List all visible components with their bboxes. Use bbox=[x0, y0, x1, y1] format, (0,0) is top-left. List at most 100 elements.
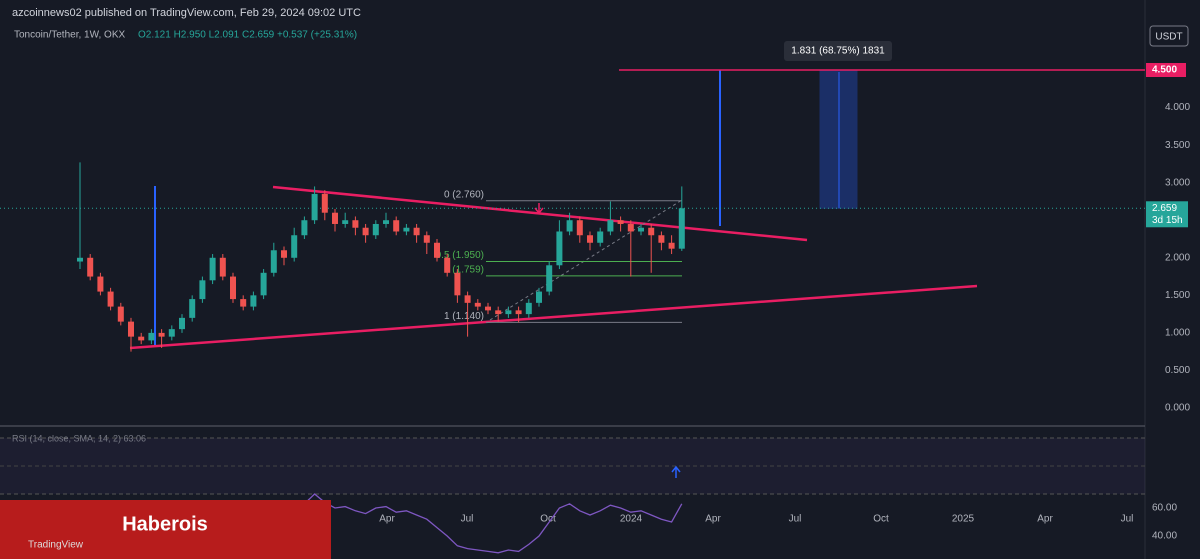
candle-body bbox=[474, 302, 481, 307]
candle-body bbox=[658, 235, 665, 243]
candle-body bbox=[444, 257, 451, 273]
candle-body bbox=[270, 250, 277, 273]
candle-body bbox=[627, 223, 634, 232]
x-tick-label: Oct bbox=[873, 514, 889, 525]
candle-body bbox=[117, 306, 124, 322]
candle-body bbox=[597, 231, 604, 243]
y-tick-label: 3.500 bbox=[1165, 140, 1190, 151]
x-tick-label: Apr bbox=[1037, 514, 1053, 525]
candle-body bbox=[168, 329, 175, 337]
candle-body bbox=[464, 295, 471, 303]
arrow-up bbox=[671, 465, 681, 478]
fib-label: 0.5 (1.950) bbox=[436, 250, 484, 261]
publisher: azcoinnews02 published on TradingView.co… bbox=[12, 7, 361, 19]
y-tick-label: 0.500 bbox=[1165, 365, 1190, 376]
candle-body bbox=[107, 291, 114, 307]
support-trendline bbox=[129, 284, 978, 350]
candle-body bbox=[413, 227, 420, 236]
candle-body bbox=[495, 310, 502, 315]
candle-body bbox=[403, 227, 410, 232]
candle-body bbox=[576, 220, 583, 236]
candle-body bbox=[311, 193, 318, 221]
candle-body bbox=[179, 317, 185, 330]
x-tick-label: 2024 bbox=[620, 514, 643, 525]
candle-body bbox=[617, 220, 624, 224]
candle-body bbox=[128, 321, 134, 337]
candle-body bbox=[485, 306, 491, 311]
candle-body bbox=[648, 227, 655, 236]
resistance-trendline bbox=[272, 185, 808, 242]
target-label-box bbox=[784, 41, 892, 61]
candle-body bbox=[383, 220, 389, 224]
y-tick-label: 1.000 bbox=[1165, 328, 1190, 339]
fib-label: 1 (1.140) bbox=[444, 311, 484, 322]
candle-body bbox=[321, 193, 328, 213]
candle-body bbox=[301, 220, 308, 236]
last-tag-box bbox=[1146, 201, 1188, 228]
candle-body bbox=[668, 242, 675, 249]
candle-body bbox=[240, 299, 247, 307]
candle-body bbox=[434, 242, 440, 258]
arrow-down bbox=[534, 203, 544, 215]
candle-body bbox=[199, 280, 206, 300]
candle-body bbox=[566, 220, 573, 232]
candle-body bbox=[158, 332, 165, 337]
candle-body bbox=[546, 265, 553, 292]
x-tick-label: 2025 bbox=[952, 514, 975, 525]
countdown: 3d 15h bbox=[1152, 215, 1183, 226]
candle-body bbox=[556, 231, 563, 266]
y-tick-label: 3.000 bbox=[1165, 177, 1190, 188]
candle-body bbox=[138, 336, 145, 341]
banner-site: Haberois bbox=[122, 513, 208, 535]
candle-body bbox=[342, 220, 349, 224]
fib-label: 8 (1.759) bbox=[444, 265, 484, 276]
x-tick-label: Jul bbox=[789, 514, 802, 525]
currency[interactable]: USDT bbox=[1155, 32, 1182, 43]
target-tag: 4.500 bbox=[1152, 65, 1177, 76]
rsi-tick-label: 40.00 bbox=[1152, 531, 1177, 542]
candle-body bbox=[587, 235, 593, 243]
fib-label: 0 (2.760) bbox=[444, 189, 484, 200]
candle-body bbox=[260, 272, 267, 296]
candle-body bbox=[638, 227, 644, 232]
candle-body bbox=[607, 220, 614, 232]
candle-body bbox=[505, 310, 512, 315]
x-tick-label: Jul bbox=[1121, 514, 1134, 525]
candle-body bbox=[332, 212, 338, 224]
candle-body bbox=[230, 276, 236, 300]
last-tag: 2.659 bbox=[1152, 203, 1177, 214]
logo: TradingView bbox=[28, 540, 84, 551]
currency-button[interactable] bbox=[1149, 25, 1189, 47]
candle-body bbox=[454, 272, 461, 296]
y-tick-label: 0.000 bbox=[1165, 403, 1190, 414]
x-tick-label: Jul bbox=[461, 514, 474, 525]
fib-trend bbox=[489, 199, 683, 321]
candle-body bbox=[281, 250, 287, 258]
candle-body bbox=[250, 295, 257, 307]
candle-body bbox=[219, 257, 226, 277]
candle-body bbox=[362, 227, 369, 236]
target-label: 1.831 (68.75%) 1831 bbox=[791, 46, 885, 57]
candle-body bbox=[189, 299, 196, 318]
candle-body bbox=[515, 310, 522, 315]
rsi-tick-label: 60.00 bbox=[1152, 503, 1177, 514]
candle-body bbox=[352, 220, 359, 228]
candle-body bbox=[372, 223, 379, 236]
banner bbox=[0, 500, 331, 559]
rsi-label: RSI (14, close, SMA, 14, 2) 63.06 bbox=[12, 433, 146, 443]
y-tick-label: 4.000 bbox=[1165, 102, 1190, 113]
candle-body bbox=[77, 257, 83, 262]
y-tick-label: 2.000 bbox=[1165, 252, 1190, 263]
y-tick-label: 1.500 bbox=[1165, 290, 1190, 301]
candle-body bbox=[209, 257, 216, 281]
x-tick-label: Apr bbox=[705, 514, 721, 525]
candle-body bbox=[291, 235, 298, 258]
x-tick-label: Oct bbox=[540, 514, 556, 525]
candle-body bbox=[678, 208, 685, 249]
x-tick-label: Apr bbox=[379, 514, 395, 525]
candle-body bbox=[525, 302, 532, 315]
candle-body bbox=[97, 276, 104, 292]
ohlc: O2.121 H2.950 L2.091 C2.659 +0.537 (+25.… bbox=[138, 30, 357, 41]
candle-body bbox=[423, 235, 430, 243]
